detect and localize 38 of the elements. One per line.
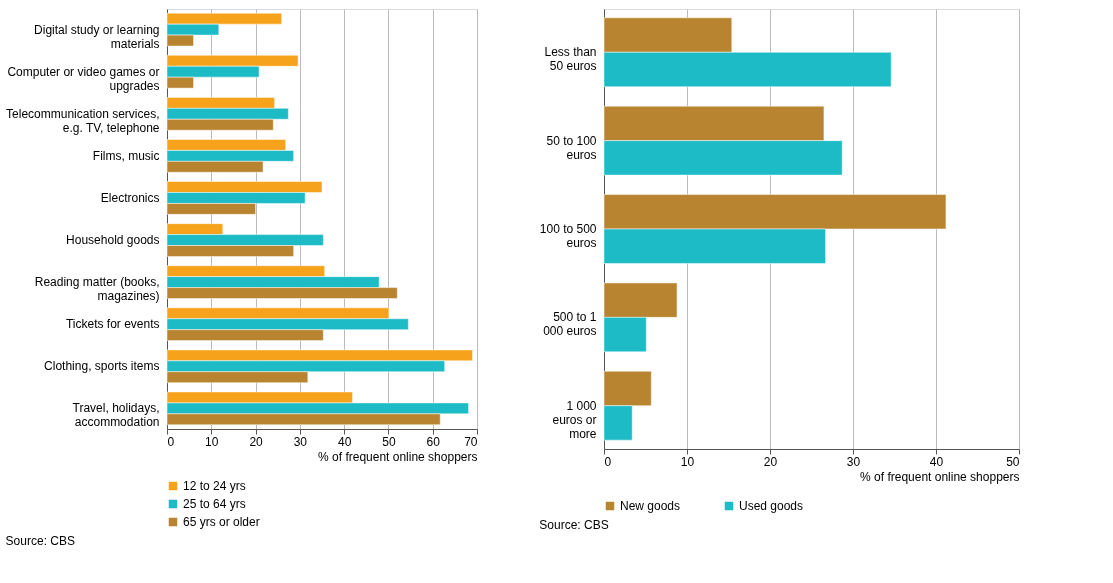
x-tick-label: 10 [205, 434, 219, 449]
x-tick-label: 60 [426, 434, 441, 449]
x-tick-label: 0 [604, 454, 612, 469]
y-tick-label: Travel, holidays, accommodation [72, 401, 160, 430]
x-tick-label: 50 [382, 434, 396, 449]
y-tick-label: Clothing, sports items [44, 359, 160, 374]
y-tick-label: Films, music [92, 148, 160, 163]
legend-label: 65 yrs or older [183, 515, 260, 529]
y-tick-label: Reading matter (books, magazines) [34, 275, 160, 304]
y-tick-label: Digital study or learning materials [34, 22, 160, 51]
x-tick-label: 10 [680, 454, 695, 469]
x-axis-title: % of frequent online shoppers [318, 449, 478, 464]
legend-label: Used goods [739, 499, 804, 513]
source-note: Source: CBS [5, 534, 75, 548]
source-note: Source: CBS [539, 518, 609, 532]
x-tick-label: 20 [763, 454, 778, 469]
y-tick-label: 50 to 100 euros [546, 133, 597, 162]
y-tick-label: Computer or video games or upgrades [7, 64, 160, 93]
y-tick-label: 500 to 1 000 euros [543, 310, 597, 339]
x-tick-label: 30 [846, 454, 861, 469]
x-tick-label: 20 [249, 434, 264, 449]
y-tick-label: Telecommunication services, e.g. TV, telephone [6, 106, 160, 135]
y-tick-label: Less than 50 euros [544, 45, 597, 74]
x-tick-label: 70 [464, 434, 478, 449]
y-tick-label: Household goods [66, 233, 160, 248]
x-tick-label: 40 [337, 434, 352, 449]
y-tick-label: 100 to 500 euros [539, 222, 597, 250]
legend-label: New goods [620, 499, 681, 513]
x-tick-label: 0 [167, 434, 175, 449]
y-tick-label: Tickets for events [65, 317, 160, 332]
y-tick-label: Electronics [100, 190, 160, 205]
legend-label: 12 to 24 yrs [183, 479, 246, 493]
x-tick-label: 30 [293, 434, 308, 449]
x-tick-label: 50 [1006, 454, 1020, 469]
y-tick-label: 1 000 euros or more [552, 398, 597, 441]
x-axis-title: % of frequent online shoppers [860, 469, 1020, 484]
x-tick-label: 40 [929, 454, 944, 469]
legend-label: 25 to 64 yrs [183, 497, 246, 511]
